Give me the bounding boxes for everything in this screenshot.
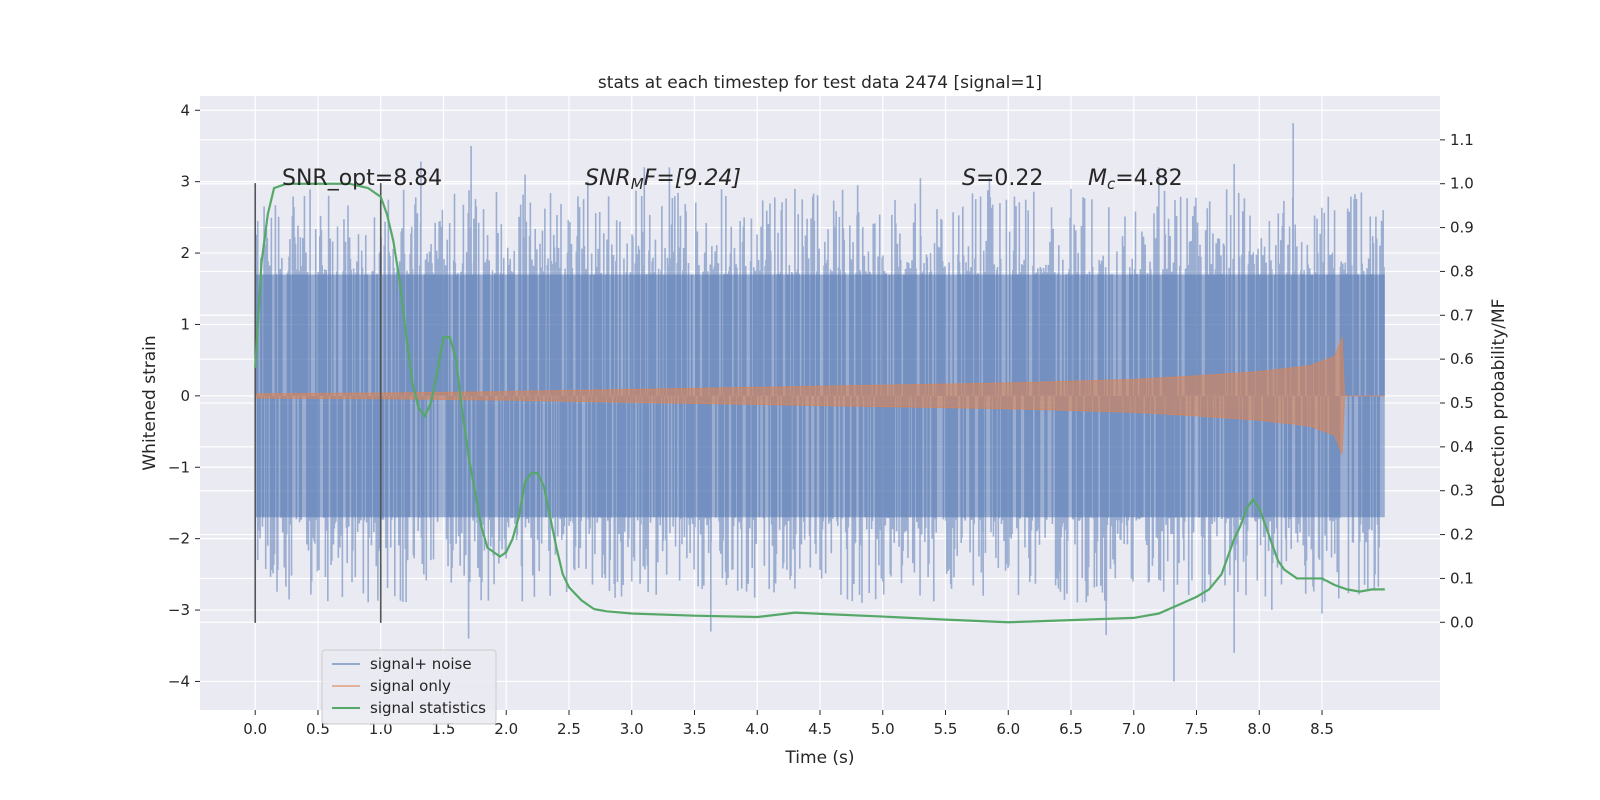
legend-label-signal-statistics: signal statistics xyxy=(370,699,486,717)
left-tick-label-4: 0 xyxy=(180,387,190,405)
left-y-ticks: 4 3 2 1 0 −1 −2 −3 −4 xyxy=(168,101,200,690)
x-tick-label-1: 0.5 xyxy=(306,720,330,738)
x-tick-label-15: 7.5 xyxy=(1185,720,1209,738)
annotation-mc: Mc=4.82 xyxy=(1088,166,1183,193)
x-tick-label-13: 6.5 xyxy=(1059,720,1083,738)
x-tick-label-4: 2.0 xyxy=(494,720,518,738)
series-signal-statistics xyxy=(254,182,1385,624)
annotation-snr-opt: SNR_opt=8.84 xyxy=(282,166,442,191)
left-y-axis-label: Whitened strain xyxy=(140,335,160,470)
x-tick-label-9: 4.5 xyxy=(808,720,832,738)
x-axis-label: Time (s) xyxy=(784,748,854,768)
right-tick-label-9: 0.2 xyxy=(1450,526,1474,544)
x-tick-label-11: 5.5 xyxy=(934,720,958,738)
legend-label-signal-only: signal only xyxy=(370,677,451,695)
right-tick-label-5: 0.6 xyxy=(1450,350,1474,368)
x-tick-label-0: 0.0 xyxy=(243,720,267,738)
legend: signal+ noise signal only signal statist… xyxy=(321,649,497,725)
left-tick-label-5: −1 xyxy=(168,458,190,476)
series-signal-only xyxy=(254,337,1385,455)
x-tick-label-17: 8.5 xyxy=(1310,720,1334,738)
legend-label-signal-noise: signal+ noise xyxy=(370,655,472,673)
series-layer xyxy=(254,123,1385,682)
x-ticks: 0.0 0.5 1.0 1.5 2.0 2.5 3.0 3.5 4.0 4.5 5.0 5.5 6.0 6… xyxy=(243,710,1334,738)
right-tick-label-11: 0.0 xyxy=(1450,613,1474,631)
x-tick-label-5: 2.5 xyxy=(557,720,581,738)
right-tick-label-4: 0.7 xyxy=(1450,306,1474,324)
right-y-ticks: 1.1 1.0 0.9 0.8 0.7 0.6 0.5 0.4 0.3 0.2 0.1 0.0 xyxy=(1440,131,1474,631)
right-tick-label-1: 1.0 xyxy=(1450,175,1474,193)
x-tick-label-10: 5.0 xyxy=(871,720,895,738)
right-tick-label-6: 0.5 xyxy=(1450,394,1474,412)
right-tick-label-3: 0.8 xyxy=(1450,262,1474,280)
left-tick-label-3: 1 xyxy=(180,315,190,333)
annotation-snr-mf: SNRMF=[9.24] xyxy=(585,166,741,193)
reference-vlines xyxy=(254,183,382,623)
x-tick-label-6: 3.0 xyxy=(620,720,644,738)
left-tick-label-2: 2 xyxy=(180,244,190,262)
left-tick-label-0: 4 xyxy=(180,101,190,119)
legend-box xyxy=(321,649,497,725)
right-tick-label-7: 0.4 xyxy=(1450,438,1474,456)
x-tick-label-14: 7.0 xyxy=(1122,720,1146,738)
right-tick-label-2: 0.9 xyxy=(1450,219,1474,237)
right-tick-label-10: 0.1 xyxy=(1450,569,1474,587)
left-tick-label-1: 3 xyxy=(180,173,190,191)
x-tick-label-16: 8.0 xyxy=(1247,720,1271,738)
left-tick-label-6: −2 xyxy=(168,530,190,548)
left-tick-label-8: −4 xyxy=(168,672,190,690)
x-tick-label-8: 4.0 xyxy=(745,720,769,738)
right-tick-label-0: 1.1 xyxy=(1450,131,1474,149)
right-tick-label-8: 0.3 xyxy=(1450,482,1474,500)
x-tick-label-7: 3.5 xyxy=(683,720,707,738)
chart-title: stats at each timestep for test data 247… xyxy=(598,73,1042,93)
right-y-axis-label: Detection probability/MF xyxy=(1489,299,1509,508)
annotation-s: S=0.22 xyxy=(962,166,1043,191)
left-tick-label-7: −3 xyxy=(168,601,190,619)
x-tick-label-12: 6.0 xyxy=(996,720,1020,738)
